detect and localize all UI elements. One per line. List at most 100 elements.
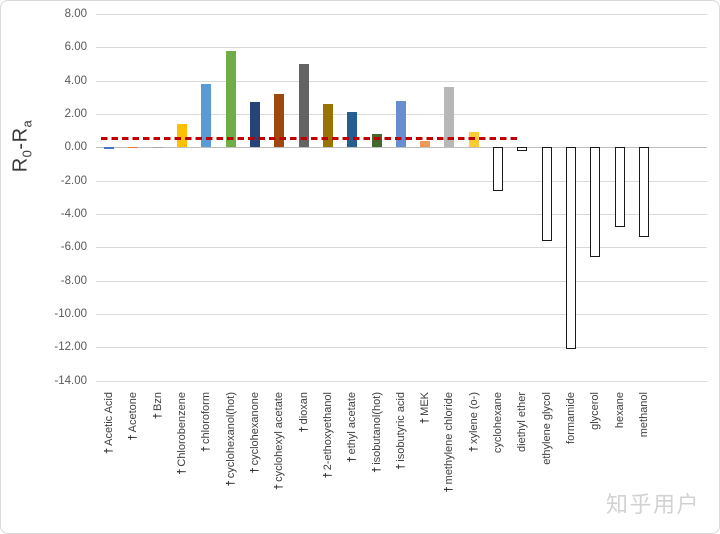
y-tick-label: -10.00 [54, 308, 87, 321]
x-axis-label-text: dioxan [297, 392, 310, 425]
y-title-base1: R [9, 157, 32, 173]
bar [201, 83, 212, 148]
y-tick-label: -8.00 [60, 274, 87, 287]
gridline [96, 180, 707, 182]
bar [298, 63, 309, 148]
category-tick-marker-icon: † [321, 472, 334, 479]
x-axis-label: ethylene glycol [541, 392, 554, 465]
y-tick-label: -4.00 [60, 208, 87, 220]
category-tick-marker-icon: † [248, 467, 261, 474]
x-axis-label-text: chloroform [200, 392, 213, 444]
x-axis-label: †isobutanol(hot) [371, 392, 384, 473]
x-axis-label-text: MEK [419, 392, 432, 416]
x-axis-label-text: 2-ethoxyethanol [321, 392, 334, 471]
category-tick-marker-icon: † [273, 483, 286, 491]
gridline [96, 380, 707, 382]
y-tick-label: -12.00 [54, 341, 87, 354]
bar [249, 102, 260, 148]
x-axis-label: †isobutyric acid [395, 392, 408, 470]
x-axis-label: †methylene chloride [443, 392, 456, 492]
x-axis-label: †MEK [419, 392, 432, 424]
bar [104, 147, 114, 149]
category-tick-marker-icon: † [419, 417, 432, 424]
x-axis-label-text: glycerol [589, 392, 602, 430]
bar [444, 87, 455, 148]
x-axis-label: formamide [565, 392, 578, 444]
x-axis-label: †Acetic Acid [103, 392, 116, 454]
x-axis-label: †dioxan [298, 392, 311, 433]
y-tick-label: -14.00 [54, 374, 87, 387]
category-tick-marker-icon: † [224, 480, 237, 487]
gridline [96, 247, 707, 249]
bar [566, 147, 577, 350]
y-tick-label: 6.00 [64, 41, 87, 54]
gridline [96, 13, 707, 15]
x-axis-label-text: ethyl acetate [346, 392, 359, 455]
category-tick-marker-icon: † [443, 486, 456, 493]
x-axis-label: †Bzn [152, 392, 165, 419]
bar [517, 147, 528, 151]
x-axis-label-text: xylene (o-) [467, 392, 480, 444]
x-axis-label-text: isobutanol(hot) [370, 392, 383, 465]
category-tick-marker-icon: † [200, 445, 213, 453]
y-tick-label: -6.00 [60, 241, 87, 254]
x-axis-label: †Chlorobenzene [176, 392, 189, 475]
bar [152, 147, 163, 149]
y-tick-label: 2.00 [64, 107, 87, 120]
bar [371, 133, 382, 148]
x-axis-label-text: Acetone [127, 392, 140, 433]
y-tick-label: 4.00 [64, 74, 87, 87]
x-axis-label-text: Chlorobenzene [175, 392, 188, 467]
category-tick-marker-icon: † [346, 456, 359, 463]
y-tick-label: 0.00 [64, 141, 87, 154]
bar [614, 147, 625, 228]
x-axis-label-text: cyclohexanol(hot) [224, 392, 237, 479]
bar [176, 123, 187, 148]
x-axis-label: diethyl ether [516, 392, 529, 452]
x-axis-label: †xylene (o-) [468, 392, 481, 452]
x-axis-label: methanol [638, 392, 651, 437]
gridline [96, 214, 707, 215]
x-axis-label: †2-ethoxyethanol [322, 392, 335, 478]
gridline [96, 47, 707, 49]
x-axis-label-text: isobutyric acid [394, 392, 407, 462]
gridline [96, 80, 707, 82]
category-tick-marker-icon: † [467, 445, 480, 453]
gridline [96, 347, 707, 349]
x-axis-label-text: ethylene glycol [540, 392, 553, 465]
x-axis-label: glycerol [589, 392, 602, 430]
watermark: 知乎用户 [605, 492, 700, 517]
bar [274, 93, 285, 148]
bar [225, 50, 236, 148]
y-tick-label: -2.00 [60, 174, 87, 187]
category-tick-marker-icon: † [127, 434, 140, 441]
category-tick-marker-icon: † [394, 463, 407, 470]
category-tick-marker-icon: † [151, 412, 164, 420]
x-axis-label-text: cyclohexyl acetate [273, 392, 286, 482]
x-axis-label-text: methylene chloride [443, 392, 456, 485]
x-axis-label-text: formamide [565, 392, 578, 444]
reference-line [101, 137, 517, 141]
x-axis-label: cyclohexane [492, 392, 505, 453]
x-axis-label: †cyclohexyl acetate [273, 392, 286, 490]
x-axis-label-text: cyclohexane [492, 392, 505, 454]
category-tick-marker-icon: † [103, 447, 115, 454]
x-axis-label-text: cyclohexanone [248, 392, 261, 466]
category-tick-marker-icon: † [297, 426, 310, 433]
bar [322, 103, 333, 148]
bar [420, 140, 431, 148]
bar [590, 147, 601, 258]
category-tick-marker-icon: † [370, 466, 383, 473]
bar [347, 112, 358, 148]
x-axis-label: hexane [614, 392, 627, 428]
bar [493, 147, 504, 191]
x-axis-label-text: hexane [613, 392, 626, 429]
x-axis-label-text: diethyl ether [516, 392, 529, 452]
gridline [96, 280, 707, 282]
bar [639, 147, 650, 238]
zero-gridline [96, 147, 707, 149]
y-tick-label: 8.00 [64, 7, 87, 20]
bar [541, 147, 552, 241]
